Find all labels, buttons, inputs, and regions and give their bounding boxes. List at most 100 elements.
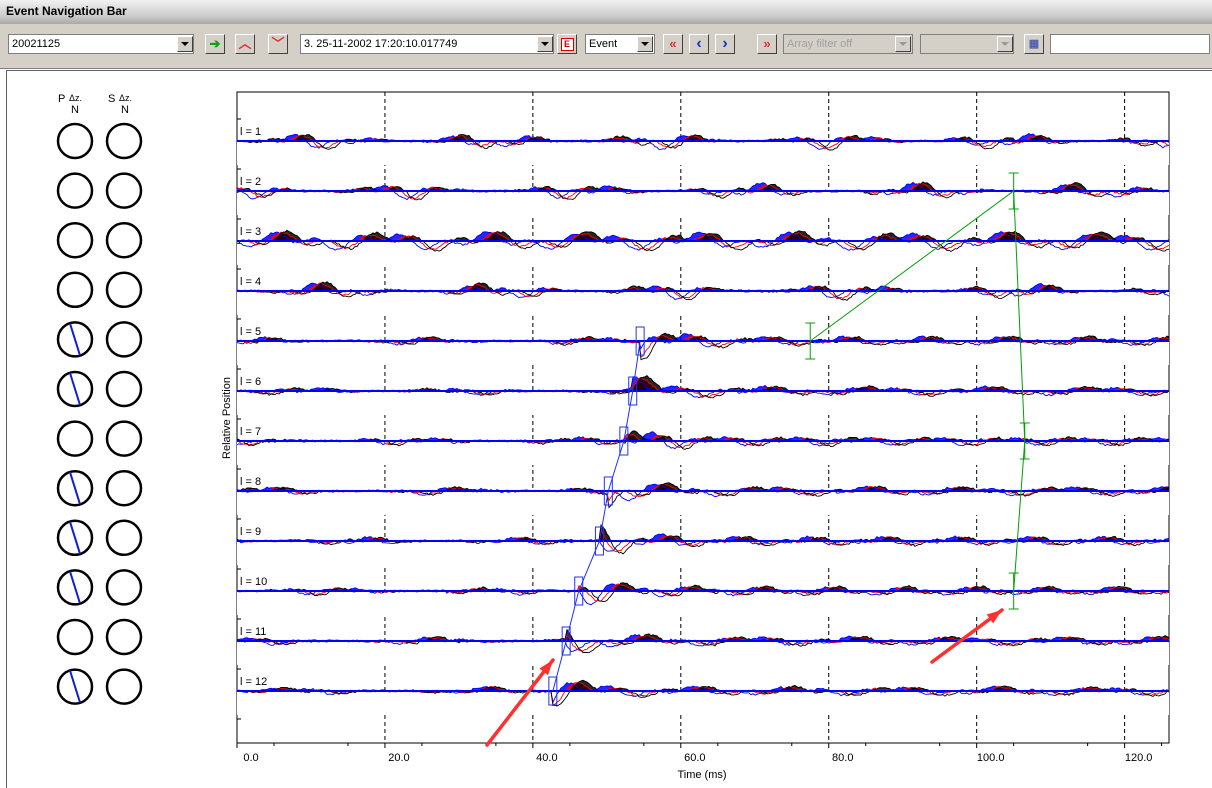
open-event-button[interactable]: ➔ [205,34,225,54]
next-day-button[interactable]: ﹀ [268,34,288,54]
trace-label: l = 5 [240,326,261,338]
p-polarity-circle [56,122,94,160]
p-polarity-circle [56,618,94,656]
y-axis-label: Relative Position [221,377,233,459]
s-polarity-circle [105,420,143,457]
toolbar: 20021125 ➔ ︿ ﹀ 3. 25-11-2002 17:20:10.01… [0,24,1212,69]
polarity-circles: P Δz.NS Δz.N [56,93,143,705]
annotation-arrow [485,658,555,747]
trace-label: l = 8 [240,476,261,488]
annotation-arrowhead [539,660,553,676]
x-tick-label: 20.0 [388,752,409,764]
p-pick-box [603,476,613,506]
trace-label: l = 2 [240,176,261,188]
trace-mask [237,441,1169,465]
window-title: Event Navigation Bar [6,4,127,18]
chevron-down-icon[interactable] [177,36,193,52]
p-pick-line [552,340,641,692]
chevron-down-icon[interactable] [895,36,911,52]
p-pick-box [594,526,604,556]
p-pick-box [574,576,584,606]
p-direction-line [69,571,81,604]
x-tick-label: 40.0 [536,752,557,764]
previous-event-button[interactable]: ‹ [689,34,709,54]
event-badge-icon: E [560,38,574,51]
s-polarity-circle [105,221,143,259]
event-info-button[interactable]: E [557,34,577,54]
trace-plot: 0.0 20.0 40.0 60.0 80.0 100.0 120.0 Time (ms) Re… [221,91,1170,781]
p-polarity-circle [56,172,94,209]
p-pick-box [548,676,558,706]
p-polarity-circle [56,420,94,457]
trace-mask [237,391,1169,415]
trace-label: l = 4 [240,276,261,288]
trace-fill-black [237,134,1169,150]
first-event-button[interactable]: « [663,34,683,54]
x-axis-label: Time (ms) [677,769,726,781]
trace-mask [237,641,1169,665]
trace-line-blue [237,230,1169,251]
p-direction-line [69,471,81,505]
x-tick-label: 0.0 [243,752,258,764]
search-input[interactable] [1050,34,1210,54]
trace-mask [237,241,1169,265]
p-direction-line [69,372,81,406]
s-polarity-circle [105,321,143,358]
trace-label: l = 6 [240,376,261,388]
trace-label: l = 11 [240,626,266,638]
x-tick-label: 80.0 [832,752,853,764]
title-bar: Event Navigation Bar [0,0,1212,24]
grid-icon: ▦ [1028,38,1040,50]
event-select[interactable]: 3. 25-11-2002 17:20:10.017749 [300,34,554,54]
x-tick-label: 120.0 [1125,752,1153,764]
annotation-arrowhead [986,610,1002,624]
p-north-label: N [71,104,79,116]
p-pick-box [561,626,571,656]
chevron-down-icon[interactable] [537,36,553,52]
grid-settings-button[interactable]: ▦ [1024,34,1044,54]
trace-fill-black [237,333,1169,360]
p-polarity-circle [56,271,94,309]
s-pick-line [809,190,1026,592]
s-polarity-circle [105,569,143,606]
chevron-down-icon[interactable] [637,36,653,52]
chevron-up-icon: ︿ [238,36,252,51]
trace-label: l = 10 [240,576,267,588]
s-azimuth-label: Δz. [119,93,132,103]
date-select[interactable]: 20021125 [8,34,194,54]
trace-line-blue [237,633,1169,652]
export-icon: ➔ [209,36,221,51]
secondary-filter-select[interactable] [920,34,1014,54]
s-north-label: N [121,104,129,116]
p-pick-box [619,426,629,456]
trace-label: l = 3 [240,226,261,238]
x-tick-label: 60.0 [684,752,705,764]
p-direction-line [69,670,81,703]
s-polarity-circle [105,172,143,209]
s-polarity-circle [105,370,143,408]
s-column-label: S [108,93,115,105]
x-tick-label: 100.0 [977,752,1005,764]
s-polarity-circle [105,618,143,656]
chevron-down-icon[interactable] [997,36,1013,52]
trace-mask [237,191,1169,215]
p-column-label: P [58,93,65,105]
array-filter-select[interactable]: Array filter off [783,34,913,54]
last-event-button[interactable]: » [757,34,777,54]
p-azimuth-label: Δz. [69,93,82,103]
trace-mask [237,291,1169,315]
chevron-down-icon: ﹀ [271,36,285,51]
p-pick-box [628,376,638,406]
trace-label: l = 1 [240,126,261,138]
trace-mask [237,141,1169,165]
s-polarity-circle [105,668,143,705]
trace-mask [237,591,1169,615]
s-polarity-circle [105,519,143,557]
s-polarity-circle [105,271,143,309]
trace-label: l = 12 [240,676,267,688]
next-event-button[interactable]: › [715,34,735,54]
trace-label: l = 7 [240,426,261,438]
previous-day-button[interactable]: ︿ [235,34,255,54]
p-pick-box [635,326,645,356]
